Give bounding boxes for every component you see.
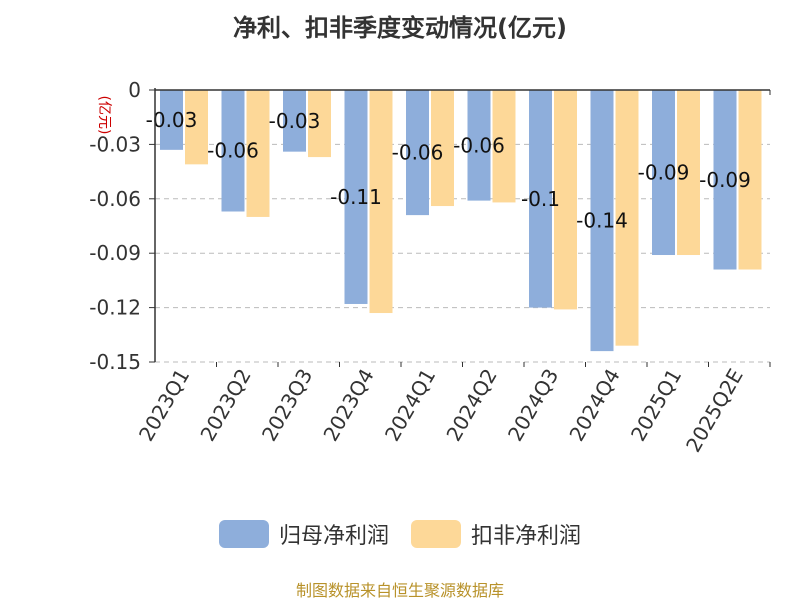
bar-series-1 — [467, 90, 491, 201]
data-label: -0.14 — [576, 209, 628, 233]
bar-series-2 — [492, 90, 516, 203]
data-label: -0.03 — [146, 108, 198, 132]
bar-series-1 — [221, 90, 245, 212]
chart-title: 净利、扣非季度变动情况(亿元) — [233, 14, 567, 42]
bar-series-1 — [590, 90, 614, 352]
x-tick-label: 2023Q3 — [257, 365, 317, 446]
data-source-note: 制图数据来自恒生聚源数据库 — [295, 581, 504, 600]
y-tick-label: -0.15 — [89, 350, 141, 374]
bar-series-1 — [344, 90, 368, 304]
y-tick-label: -0.09 — [89, 241, 141, 265]
data-label: -0.06 — [453, 133, 505, 157]
bar-series-2 — [185, 90, 208, 165]
bar-series-1 — [713, 90, 737, 270]
bar-series-2 — [738, 90, 762, 270]
bar-series-2 — [431, 90, 454, 207]
x-tick-label: 2024Q4 — [564, 365, 624, 446]
legend-swatch-series-2 — [411, 520, 461, 548]
bar-series-1 — [652, 90, 675, 256]
x-tick-label: 2023Q2 — [195, 365, 255, 446]
y-axis-label: (亿元) — [96, 96, 112, 135]
bar-series-1 — [283, 90, 306, 152]
bar-series-2 — [369, 90, 393, 314]
x-tick-label: 2025Q1 — [626, 365, 686, 446]
x-tick-label: 2024Q1 — [380, 365, 440, 446]
x-tick-label: 2024Q2 — [441, 365, 501, 446]
x-tick-label: 2023Q1 — [134, 365, 194, 446]
x-tick-label: 2023Q4 — [318, 365, 378, 446]
data-label: -0.1 — [521, 187, 560, 211]
y-tick-label: 0 — [128, 78, 141, 102]
bar-series-2 — [308, 90, 331, 158]
bar-series-2 — [677, 90, 700, 256]
chart-legend: 归母净利润 扣非净利润 — [0, 518, 800, 550]
data-label: -0.06 — [207, 139, 259, 163]
x-tick-label: 2025Q2E — [681, 365, 748, 457]
data-label: -0.06 — [392, 141, 444, 165]
legend-item-series-2[interactable]: 扣非净利润 — [411, 518, 581, 550]
bar-series-1 — [406, 90, 429, 216]
x-tick-label: 2024Q3 — [503, 365, 563, 446]
bar-series-2 — [246, 90, 270, 217]
legend-label-series-2: 扣非净利润 — [471, 524, 582, 549]
bar-series-2 — [615, 90, 639, 346]
data-label: -0.09 — [638, 161, 690, 185]
y-tick-label: -0.06 — [89, 187, 141, 211]
y-tick-label: -0.12 — [89, 296, 141, 320]
bar-series-1 — [160, 90, 183, 150]
legend-label-series-1: 归母净利润 — [278, 524, 389, 549]
bar-series-2 — [554, 90, 577, 310]
bar-series-1 — [529, 90, 552, 308]
y-tick-label: -0.03 — [89, 132, 141, 156]
data-label: -0.09 — [699, 168, 751, 192]
legend-item-series-1[interactable]: 归母净利润 — [218, 518, 389, 550]
data-label: -0.11 — [330, 185, 382, 209]
legend-swatch-series-1 — [218, 520, 269, 548]
data-label: -0.03 — [269, 109, 321, 133]
